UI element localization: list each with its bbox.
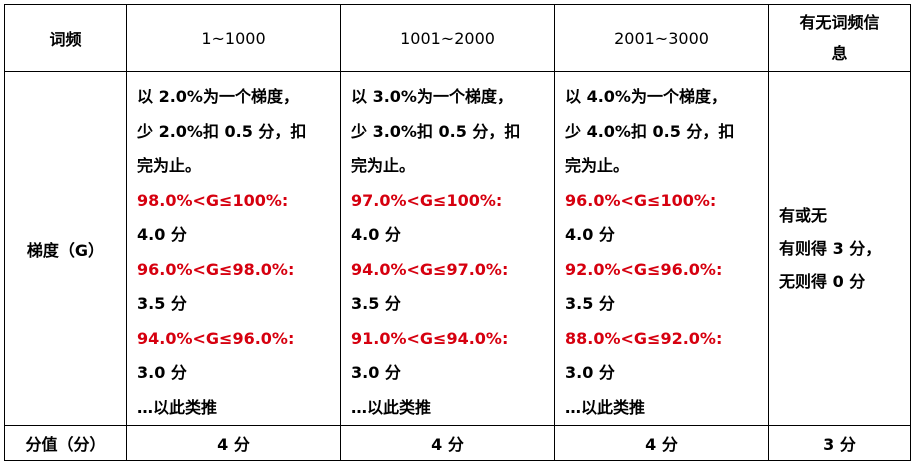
tier-1-range: 97.0%<G≤100%: (351, 190, 503, 210)
tier-2-score: 3.5 分 (351, 294, 401, 313)
etc-text: …以此类推 (137, 397, 218, 417)
rule-text-line-2: 少 3.0%扣 0.5 分，扣 (351, 121, 521, 141)
rule-text-line-2: 少 4.0%扣 0.5 分，扣 (565, 121, 735, 141)
header-row: 词频 1~1000 1001~2000 2001~3000 有无词频信息 (4, 4, 911, 72)
tier-1-score: 4.0 分 (137, 225, 187, 244)
score-cell-3: 4 分 (554, 425, 769, 461)
score-cell-2: 4 分 (340, 425, 555, 461)
tier-2-range: 92.0%<G≤96.0%: (565, 259, 723, 279)
rule-text-line-1: 以 3.0%为一个梯度， (351, 87, 513, 106)
tier-2-range: 94.0%<G≤97.0%: (351, 259, 509, 279)
tier-3-range: 91.0%<G≤94.0%: (351, 328, 509, 348)
word-frequency-scoring-table: 词频 1~1000 1001~2000 2001~3000 有无词频信息 梯度（… (4, 4, 911, 461)
rule-text-line-2: 少 2.0%扣 0.5 分，扣 (137, 121, 307, 141)
rule-text-line-3: 完为止。 (137, 156, 202, 175)
header-info-line-2: 息 (831, 44, 848, 63)
etc-text: …以此类推 (351, 397, 432, 417)
rule-text-line-1: 以 2.0%为一个梯度， (137, 87, 299, 106)
tier-2-score: 3.5 分 (565, 294, 615, 313)
gradient-info-cell: 有或无 有则得 3 分， 无则得 0 分 (768, 71, 911, 426)
rule-text-line-3: 完为止。 (565, 156, 630, 175)
info-text-line-2: 有则得 3 分， (779, 239, 882, 258)
header-info-line-1: 有无词频信 (799, 13, 880, 32)
gradient-row: 梯度（G） 以 2.0%为一个梯度， 少 2.0%扣 0.5 分，扣 完为止。 … (4, 71, 911, 426)
gradient-rule-cell-2: 以 3.0%为一个梯度， 少 3.0%扣 0.5 分，扣 完为止。 97.0%<… (340, 71, 555, 426)
header-range-2: 1001~2000 (340, 4, 555, 72)
tier-1-range: 96.0%<G≤100%: (565, 190, 717, 210)
header-range-3: 2001~3000 (554, 4, 769, 72)
tier-3-range: 94.0%<G≤96.0%: (137, 328, 295, 348)
gradient-rule-cell-3: 以 4.0%为一个梯度， 少 4.0%扣 0.5 分，扣 完为止。 96.0%<… (554, 71, 769, 426)
gradient-label-cell: 梯度（G） (4, 71, 127, 426)
tier-1-score: 4.0 分 (351, 225, 401, 244)
tier-3-score: 3.0 分 (351, 363, 401, 382)
info-text-line-3: 无则得 0 分 (779, 272, 866, 291)
tier-2-range: 96.0%<G≤98.0%: (137, 259, 295, 279)
info-text-line-1: 有或无 (779, 206, 828, 225)
gradient-rule-cell-1: 以 2.0%为一个梯度， 少 2.0%扣 0.5 分，扣 完为止。 98.0%<… (126, 71, 341, 426)
tier-1-range: 98.0%<G≤100%: (137, 190, 289, 210)
header-range-1: 1~1000 (126, 4, 341, 72)
tier-2-score: 3.5 分 (137, 294, 187, 313)
tier-3-range: 88.0%<G≤92.0%: (565, 328, 723, 348)
score-cell-4: 3 分 (768, 425, 911, 461)
score-label-cell: 分值（分） (4, 425, 127, 461)
tier-1-score: 4.0 分 (565, 225, 615, 244)
score-cell-1: 4 分 (126, 425, 341, 461)
tier-3-score: 3.0 分 (565, 363, 615, 382)
rule-text-line-1: 以 4.0%为一个梯度， (565, 87, 727, 106)
etc-text: …以此类推 (565, 397, 646, 417)
header-info-cell: 有无词频信息 (768, 4, 911, 72)
tier-3-score: 3.0 分 (137, 363, 187, 382)
score-row: 分值（分） 4 分 4 分 4 分 3 分 (4, 425, 911, 461)
header-label-cell: 词频 (4, 4, 127, 72)
rule-text-line-3: 完为止。 (351, 156, 416, 175)
